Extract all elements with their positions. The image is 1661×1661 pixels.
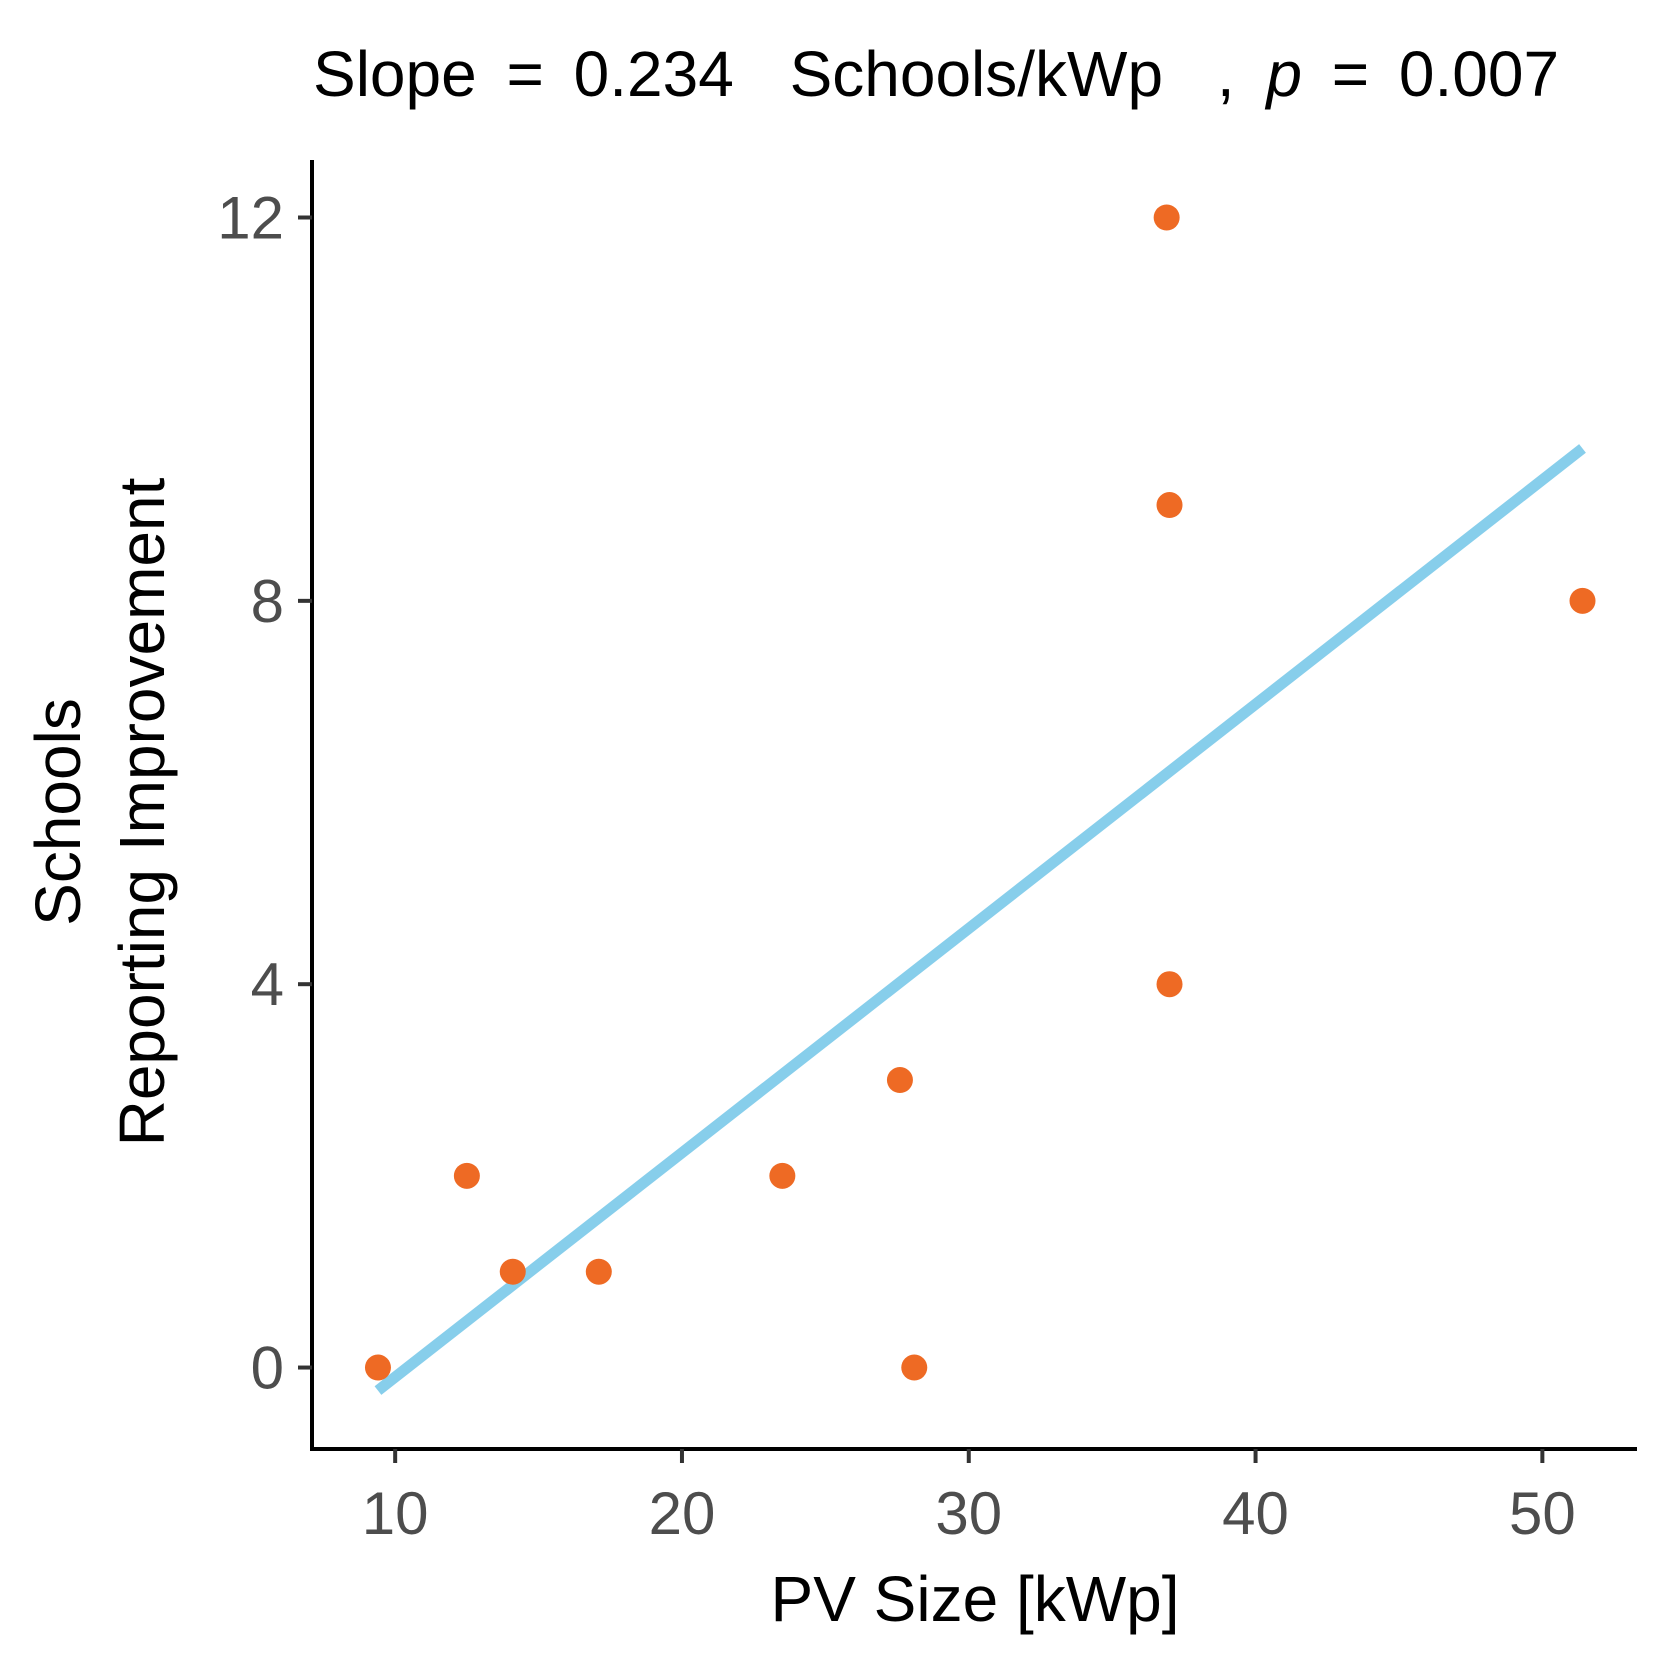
data-point <box>364 1354 391 1381</box>
y-tick-label: 8 <box>251 568 284 635</box>
y-tick-label: 12 <box>217 185 284 252</box>
title-p-label: p <box>1264 38 1302 110</box>
data-point <box>901 1354 928 1381</box>
data-point <box>585 1258 612 1285</box>
x-tick-label: 40 <box>1222 1480 1289 1547</box>
title-equals-1: = <box>506 38 543 110</box>
title-slope-label: Slope <box>313 38 477 110</box>
regression-line <box>374 444 1586 1395</box>
y-tick-label: 0 <box>251 1335 284 1402</box>
title-separator: , <box>1217 38 1235 110</box>
y-axis-ticks: 0 4 8 12 <box>217 185 312 1402</box>
x-tick-label: 20 <box>649 1480 716 1547</box>
data-point <box>1569 587 1596 614</box>
title-equals-2: = <box>1332 38 1369 110</box>
title-units: Schools/kWp <box>790 38 1163 110</box>
y-axis-title-line-1: Schools <box>22 698 94 926</box>
data-points <box>364 204 1596 1381</box>
x-axis-title: PV Size [kWp] <box>771 1563 1180 1635</box>
chart-title: Slope = 0.234 Schools/kWp , p = 0.007 <box>313 38 1559 110</box>
y-axis-title-line-2: Reporting Improvement <box>106 477 178 1146</box>
data-point <box>499 1258 526 1285</box>
title-p-value: 0.007 <box>1399 38 1559 110</box>
title-slope-value: 0.234 <box>574 38 734 110</box>
data-point <box>886 1067 913 1094</box>
x-tick-label: 50 <box>1509 1480 1576 1547</box>
data-point <box>1156 971 1183 998</box>
regression-line-group <box>374 444 1586 1395</box>
x-tick-label: 10 <box>362 1480 429 1547</box>
x-axis-ticks: 10 20 30 40 50 <box>362 1449 1576 1547</box>
data-point <box>453 1162 480 1189</box>
y-tick-label: 4 <box>251 951 284 1018</box>
data-point <box>1153 204 1180 231</box>
x-tick-label: 30 <box>935 1480 1002 1547</box>
data-point <box>1156 492 1183 519</box>
data-point <box>769 1162 796 1189</box>
